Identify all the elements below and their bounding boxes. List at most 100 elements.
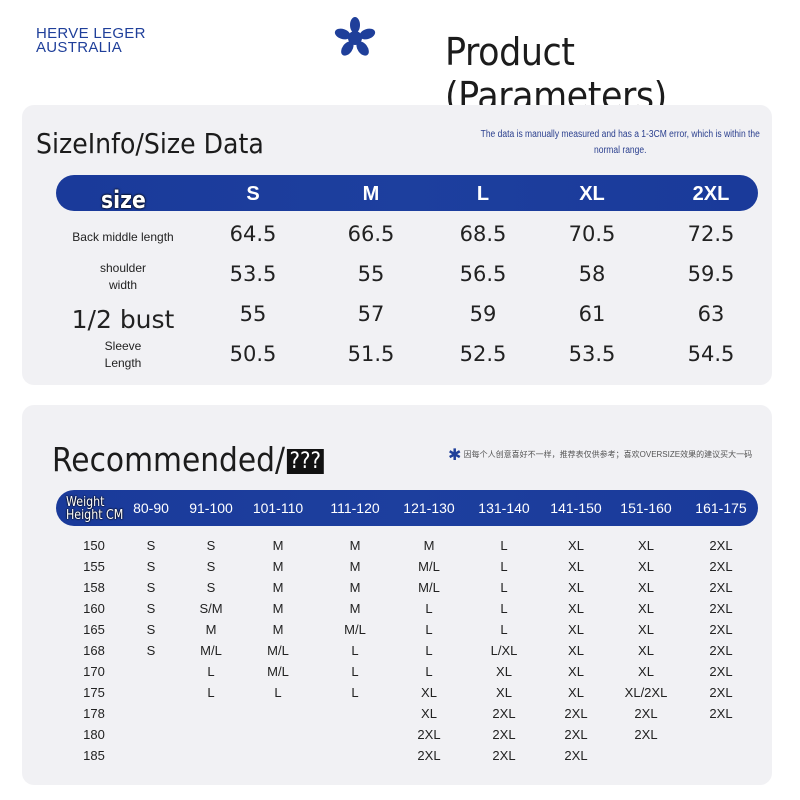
weight-column-header: 80-90 [133, 500, 169, 516]
recommended-size-cell: XL [421, 706, 437, 721]
size-value-cell: 59 [469, 302, 497, 326]
recommended-size-cell: M/L [267, 643, 289, 658]
height-row-label: 168 [83, 643, 105, 658]
size-value-cell: 56.5 [459, 262, 507, 286]
size-value-cell: 59.5 [687, 262, 735, 286]
recommended-size-cell: XL [568, 643, 584, 658]
size-row-label: Back middle length [72, 230, 174, 244]
recommended-size-cell: XL [568, 601, 584, 616]
recommended-size-cell: S [146, 643, 156, 658]
height-row-label: 175 [83, 685, 105, 700]
recommended-title-suffix: ??? [286, 449, 324, 474]
recommended-size-cell: S [146, 601, 156, 616]
recommended-size-cell: XL [638, 580, 654, 595]
recommended-title-text: Recommended/ [52, 440, 286, 479]
recommended-size-cell: XL [638, 538, 654, 553]
recommended-size-cell: XL [568, 559, 584, 574]
recommended-size-cell: XL [638, 643, 654, 658]
brand-line1: HERVE LEGER [36, 25, 146, 42]
size-header-label: size [101, 186, 146, 214]
size-data-card [22, 105, 772, 385]
size-value-cell: 51.5 [347, 342, 395, 366]
brand-logo: HERVE LEGER AUSTRALIA [36, 25, 146, 55]
recommended-size-cell: 2XL [634, 706, 658, 721]
recommended-size-cell: L [207, 664, 215, 679]
weight-height-corner-label: Weight Height CM [66, 496, 123, 522]
size-value-cell: 53.5 [229, 262, 277, 286]
size-value-cell: 70.5 [568, 222, 616, 246]
height-row-label: 150 [83, 538, 105, 553]
recommended-size-cell: S [146, 538, 156, 553]
recommended-note: ✱ 因每个人创意喜好不一样，推荐表仅供参考；喜欢OVERSIZE效果的建议买大一… [448, 445, 752, 465]
recommended-size-cell: L [500, 580, 508, 595]
height-row-label: 170 [83, 664, 105, 679]
recommended-size-cell: 2XL [709, 622, 733, 637]
size-value-cell: 52.5 [459, 342, 507, 366]
recommended-size-cell: XL [568, 622, 584, 637]
recommended-size-cell: M/L [267, 664, 289, 679]
recommended-size-cell: L [207, 685, 215, 700]
recommended-title: Recommended/??? [52, 440, 324, 479]
measurement-note: The data is manually measured and has a … [480, 129, 760, 156]
size-value-cell: 57 [357, 302, 385, 326]
recommended-size-cell: XL [568, 580, 584, 595]
asterisk-icon: ✱ [448, 447, 462, 464]
recommended-size-cell: XL [638, 622, 654, 637]
recommended-size-cell: M [349, 601, 361, 616]
weight-corner-label: Weight [66, 495, 105, 510]
size-header-bar [56, 175, 758, 211]
recommended-size-cell: L [351, 643, 359, 658]
recommended-size-cell: M [349, 580, 361, 595]
recommended-size-cell: L [425, 601, 433, 616]
recommended-size-cell: 2XL [709, 580, 733, 595]
recommended-size-cell: 2XL [564, 748, 588, 763]
recommended-size-cell: 2XL [492, 727, 516, 742]
weight-column-header: 151-160 [620, 500, 672, 516]
recommended-size-cell: M/L [200, 643, 222, 658]
size-value-cell: 64.5 [229, 222, 277, 246]
recommended-size-cell: S [206, 580, 216, 595]
recommended-note-text: 因每个人创意喜好不一样，推荐表仅供参考；喜欢OVERSIZE效果的建议买大一码 [463, 450, 753, 459]
recommended-size-cell: S [206, 559, 216, 574]
recommended-size-cell: S [206, 538, 216, 553]
height-row-label: 180 [83, 727, 105, 742]
recommended-size-cell: L [425, 664, 433, 679]
recommended-size-cell: L [500, 538, 508, 553]
size-column-header: L [476, 183, 490, 205]
recommended-size-cell: XL [568, 664, 584, 679]
recommended-size-cell: 2XL [492, 706, 516, 721]
size-value-cell: 66.5 [347, 222, 395, 246]
recommended-size-cell: 2XL [564, 727, 588, 742]
recommended-size-cell: 2XL [709, 559, 733, 574]
recommended-size-cell: L [500, 622, 508, 637]
weight-column-header: 141-150 [550, 500, 602, 516]
recommended-size-cell: XL [638, 559, 654, 574]
recommended-size-cell: L [500, 559, 508, 574]
recommended-size-cell: L [351, 685, 359, 700]
recommended-size-cell: 2XL [417, 748, 441, 763]
size-value-cell: 55 [239, 302, 267, 326]
recommended-size-cell: XL [496, 685, 512, 700]
size-value-cell: 61 [578, 302, 606, 326]
recommended-size-cell: S [146, 622, 156, 637]
height-row-label: 178 [83, 706, 105, 721]
height-corner-label: Height CM [66, 508, 124, 523]
recommended-size-cell: XL [638, 664, 654, 679]
recommended-size-cell: M [349, 538, 361, 553]
recommended-size-cell: M/L [344, 622, 366, 637]
recommended-size-cell: 2XL [709, 601, 733, 616]
size-value-cell: 54.5 [687, 342, 735, 366]
recommended-card [22, 405, 772, 785]
recommended-size-cell: M [423, 538, 435, 553]
recommended-size-cell: 2XL [492, 748, 516, 763]
recommended-size-cell: M [349, 559, 361, 574]
recommended-size-cell: 2XL [709, 664, 733, 679]
size-section-title: SizeInfo/Size Data [36, 127, 264, 160]
weight-column-header: 91-100 [189, 500, 233, 516]
height-row-label: 185 [83, 748, 105, 763]
size-row-label: Sleeve Length [104, 339, 142, 370]
recommended-size-cell: M [272, 580, 284, 595]
height-row-label: 158 [83, 580, 105, 595]
recommended-size-cell: S [146, 580, 156, 595]
weight-header-bar [56, 490, 758, 526]
